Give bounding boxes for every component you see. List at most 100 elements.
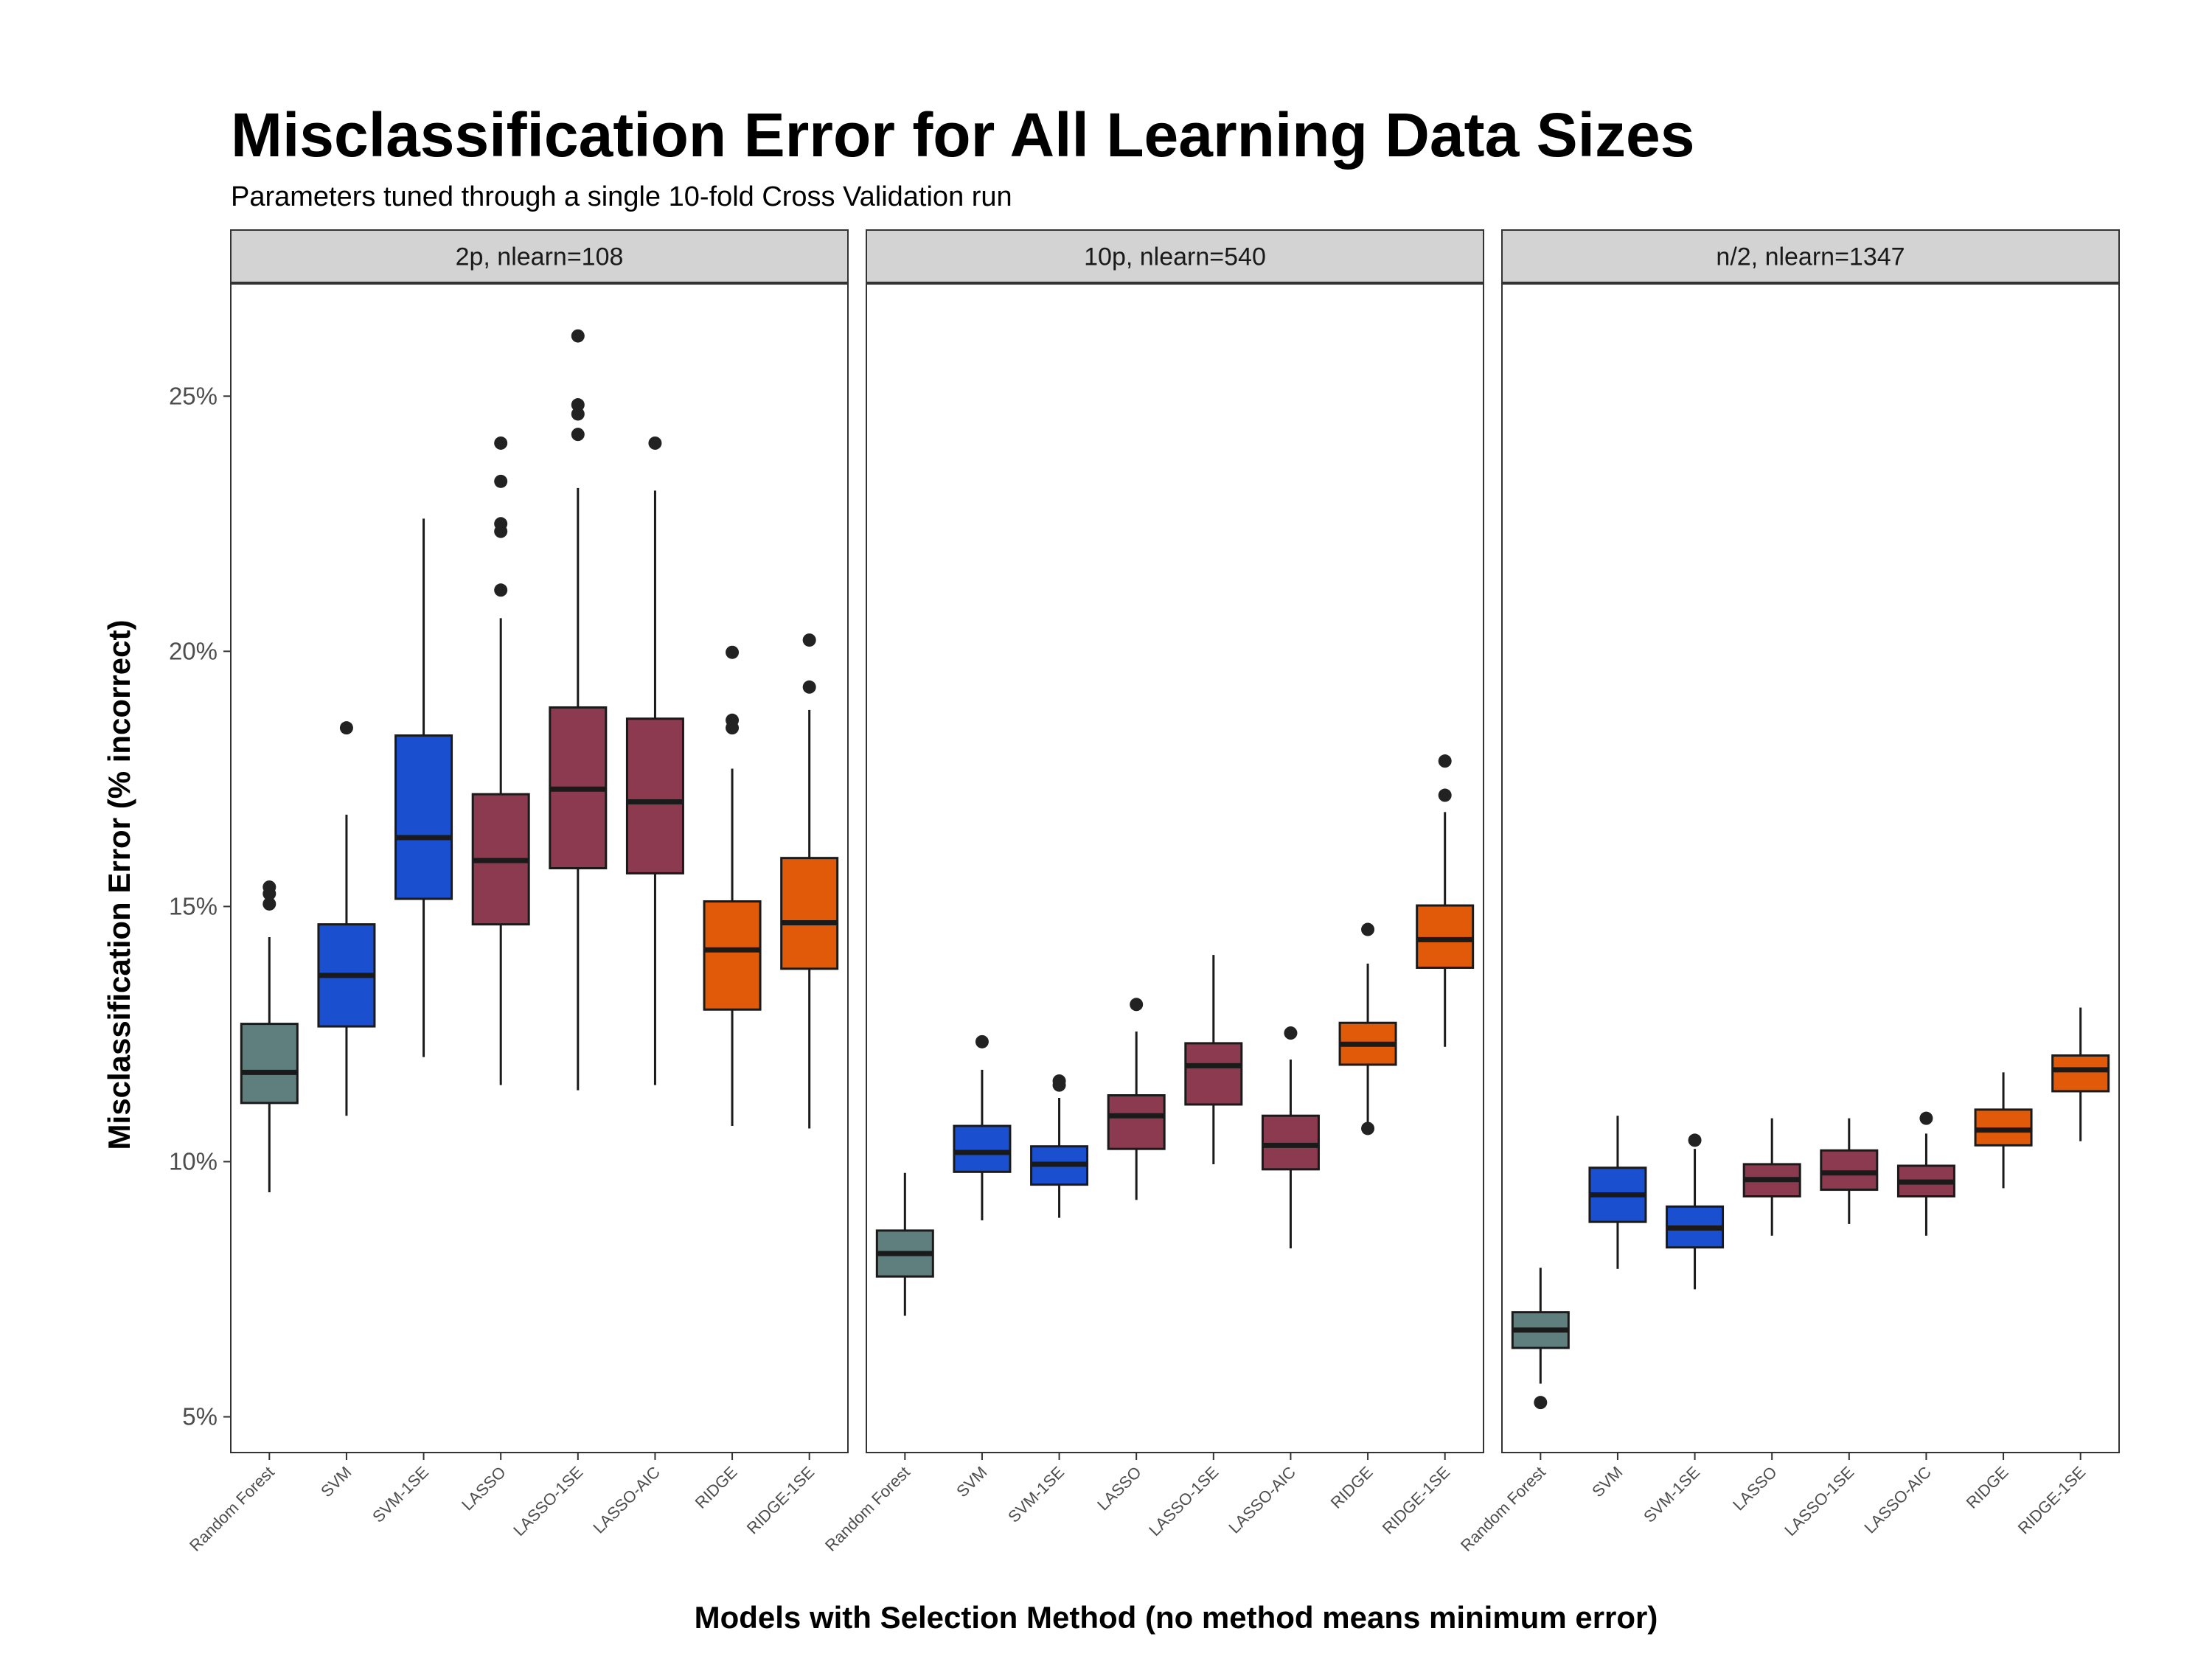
facet-panel-2: 10p, nlearn=540 Random Forest SVM SVM-1SE LA… — [821, 229, 1484, 1555]
box-ridge — [1338, 922, 1397, 1135]
box-iqr — [780, 857, 839, 970]
x-tick-label: RIDGE — [1963, 1463, 2012, 1512]
box-random-forest — [875, 1172, 934, 1316]
x-tick-label: SVM — [953, 1463, 990, 1500]
outlier-point — [1361, 922, 1375, 936]
box-iqr — [953, 1124, 1012, 1173]
x-tick-label: LASSO — [1729, 1463, 1781, 1514]
facet-panel-1: 2p, nlearn=108 Random Forest SVM SVM-1SE LAS… — [186, 229, 849, 1555]
outlier-point — [494, 474, 508, 488]
outlier-point — [726, 645, 740, 659]
outlier-point — [1534, 1396, 1548, 1410]
x-tick-label: Random Forest — [186, 1463, 278, 1555]
x-tick-label: LASSO-AIC — [589, 1463, 664, 1537]
x-tick-label: SVM-1SE — [1004, 1463, 1068, 1526]
x-tick-label: SVM — [317, 1463, 355, 1500]
box-random-forest — [1511, 1267, 1570, 1410]
x-tick-label: RIDGE-1SE — [743, 1463, 818, 1538]
outlier-point — [1052, 1074, 1066, 1088]
x-tick-label: LASSO-AIC — [1860, 1463, 1935, 1537]
outlier-point — [494, 517, 508, 531]
box-ridge-1se — [780, 633, 839, 1129]
outlier-point — [1688, 1133, 1702, 1147]
box-lasso-aic — [625, 436, 684, 1085]
facet-panels: 5% 10% 15% 20% 25% 2p, nlearn=108 Random Fores… — [169, 229, 2120, 1555]
outlier-point — [975, 1034, 989, 1048]
box-lasso — [1107, 998, 1166, 1200]
box-iqr — [1184, 1042, 1243, 1106]
box-iqr — [625, 717, 684, 874]
chart-subtitle: Parameters tuned through a single 10-fol… — [231, 181, 1012, 212]
box-iqr — [1416, 904, 1475, 969]
box-lasso-1se — [549, 329, 608, 1091]
x-tick-label: LASSO-AIC — [1225, 1463, 1299, 1537]
y-tick-label: 5% — [182, 1403, 218, 1430]
box-svm — [953, 1034, 1012, 1221]
x-axis-title: Models with Selection Method (no method … — [695, 1600, 1658, 1635]
facet-strip-label: 2p, nlearn=108 — [456, 243, 624, 271]
box-ridge — [703, 645, 762, 1127]
box-ridge-1se — [2051, 1007, 2110, 1141]
box-lasso-1se — [1184, 955, 1243, 1164]
x-tick-label: SVM-1SE — [1640, 1463, 1703, 1526]
box-lasso — [471, 436, 530, 1085]
x-tick-label: LASSO — [1093, 1463, 1145, 1514]
outlier-point — [262, 880, 276, 894]
outlier-point — [1919, 1111, 1933, 1125]
box-iqr — [394, 734, 453, 900]
y-tick-label: 25% — [169, 382, 218, 409]
box-iqr — [240, 1023, 299, 1105]
box-svm-1se — [1030, 1074, 1089, 1218]
outlier-point — [571, 428, 585, 442]
outlier-point — [571, 329, 585, 343]
box-lasso-aic — [1261, 1026, 1320, 1249]
facet-strip-label: n/2, nlearn=1347 — [1716, 243, 1905, 271]
box-iqr — [2051, 1054, 2110, 1093]
box-iqr — [1107, 1094, 1166, 1150]
x-tick-label: RIDGE — [692, 1463, 741, 1512]
outlier-point — [1361, 1121, 1375, 1135]
outlier-point — [262, 897, 276, 911]
box-svm-1se — [1666, 1133, 1725, 1290]
box-ridge — [1974, 1072, 2033, 1189]
x-tick-label: Random Forest — [1457, 1463, 1549, 1555]
x-tick-label: RIDGE — [1327, 1463, 1377, 1512]
box-iqr — [1261, 1114, 1320, 1171]
outlier-point — [802, 680, 816, 694]
box-ridge-1se — [1416, 754, 1475, 1047]
box-lasso-1se — [1820, 1118, 1879, 1224]
outlier-point — [494, 436, 508, 450]
x-tick-label: LASSO-1SE — [509, 1463, 586, 1540]
facet-strip — [1501, 229, 2120, 283]
box-svm — [317, 721, 376, 1116]
x-tick-label: Random Forest — [821, 1463, 914, 1555]
box-lasso — [1742, 1118, 1801, 1236]
outlier-point — [571, 398, 585, 412]
box-svm — [1588, 1116, 1647, 1269]
panel-border — [1501, 283, 2120, 1453]
outlier-point — [494, 583, 508, 597]
panel-border — [866, 283, 1484, 1453]
outlier-point — [1438, 754, 1452, 768]
x-tick-label: LASSO-1SE — [1781, 1463, 1857, 1540]
outlier-point — [339, 721, 353, 735]
facet-strip — [866, 229, 1484, 283]
x-tick-label: RIDGE-1SE — [1379, 1463, 1454, 1538]
box-iqr — [703, 900, 762, 1011]
outlier-point — [1130, 998, 1144, 1012]
x-tick-label: LASSO — [458, 1463, 509, 1514]
facet-strip-label: 10p, nlearn=540 — [1084, 243, 1266, 271]
y-axis-title: Misclassification Error (% incorrect) — [102, 620, 136, 1150]
x-tick-label: RIDGE-1SE — [2014, 1463, 2090, 1538]
y-tick-label: 20% — [169, 637, 218, 664]
x-tick-label: SVM-1SE — [369, 1463, 432, 1526]
box-random-forest — [240, 880, 299, 1193]
outlier-point — [571, 407, 585, 421]
facet-panel-3: n/2, nlearn=1347 Random Forest SVM SVM-1SE L… — [1457, 229, 2120, 1555]
facet-strip — [230, 229, 849, 283]
panel-border — [230, 283, 849, 1453]
outlier-point — [648, 436, 662, 450]
box-iqr — [1820, 1149, 1879, 1192]
chart-title: Misclassification Error for All Learning… — [231, 100, 1694, 170]
